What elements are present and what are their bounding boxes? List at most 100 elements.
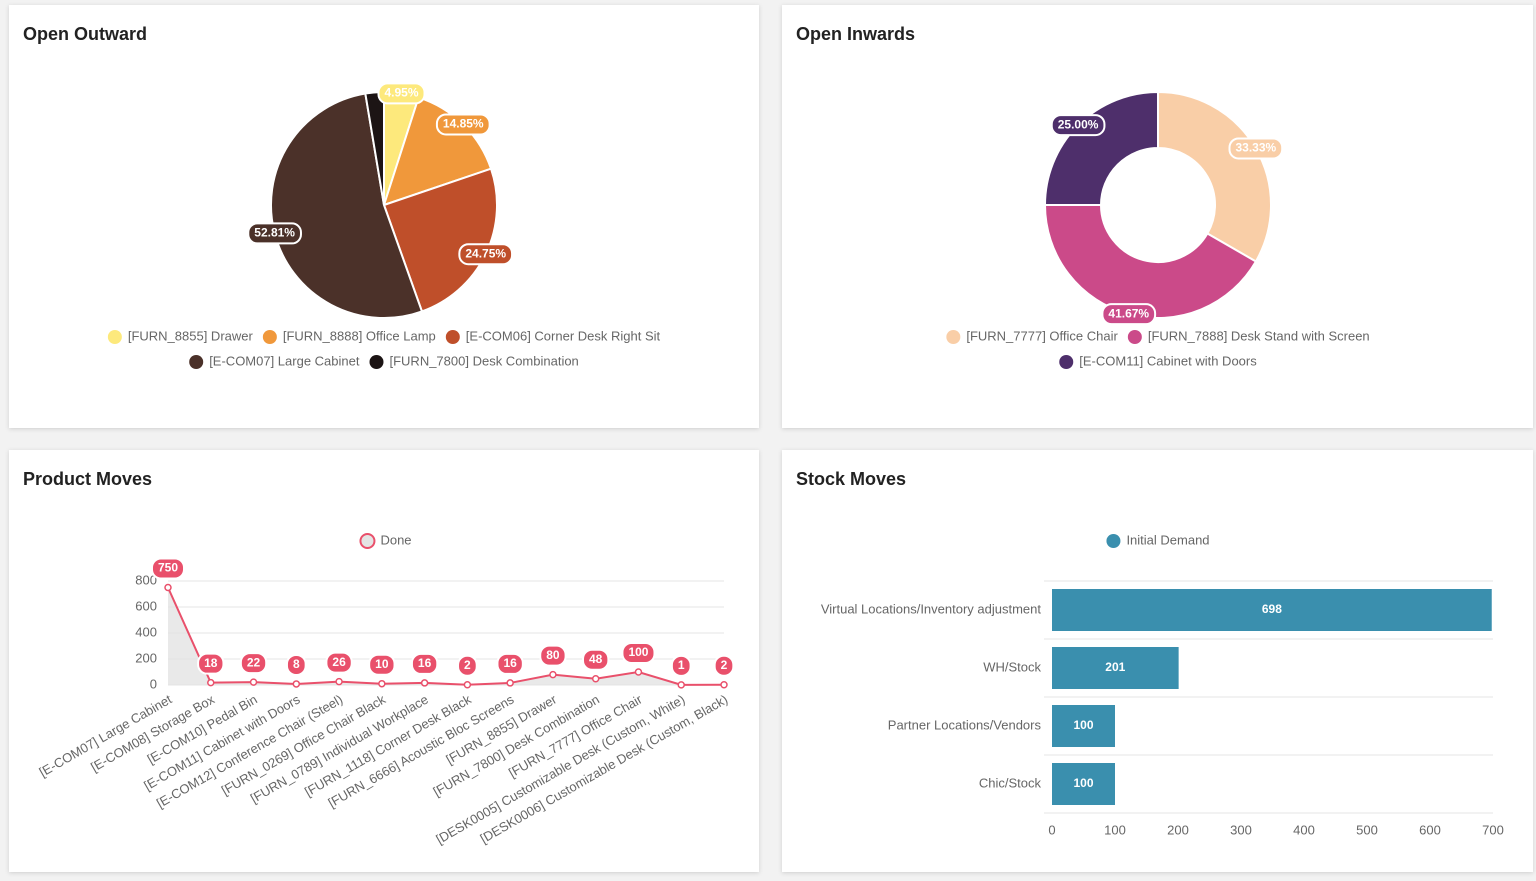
x-tick-label: 200 [1167, 822, 1189, 837]
point [506, 679, 514, 687]
legend-label: [FURN_8888] Office Lamp [283, 328, 436, 343]
y-tick-label: 400 [135, 624, 157, 639]
x-tick-label: 700 [1482, 822, 1504, 837]
y-tick-label: WH/Stock [983, 659, 1041, 674]
chart-title: Stock Moves [796, 469, 906, 489]
data-label: 52.81% [254, 226, 295, 240]
legend-marker [1127, 330, 1142, 344]
data-label: 4.95% [384, 86, 418, 100]
chart-title: Product Moves [23, 469, 152, 489]
data-label-bg [247, 222, 302, 245]
x-tick-label: 100 [1104, 822, 1126, 837]
legend-marker [107, 330, 122, 344]
data-label-bg [457, 654, 478, 677]
legend-label: Initial Demand [1126, 532, 1209, 547]
slice [1043, 90, 1159, 206]
y-tick-label: 200 [135, 650, 157, 665]
y-tick-label: Partner Locations/Vendors [888, 717, 1042, 732]
legend-marker [946, 330, 961, 344]
legend-label: [FURN_7800] Desk Combination [389, 353, 578, 368]
data-label: 14.85% [443, 117, 484, 131]
data-label-bg [713, 654, 735, 677]
data-label: 33.33% [1236, 141, 1277, 155]
point [677, 681, 685, 689]
y-tick-label: 800 [135, 572, 157, 587]
bar [1052, 589, 1492, 631]
data-label: 25.00% [1058, 117, 1099, 131]
data-label: 80 [546, 648, 560, 662]
data-label-bg [496, 652, 524, 675]
card [782, 5, 1533, 428]
point [463, 680, 472, 689]
data-label: 100 [628, 645, 648, 659]
legend-label: [E-COM06] Corner Desk Right Sit [466, 328, 661, 343]
bar [1052, 763, 1115, 805]
slice [1157, 90, 1272, 263]
data-label: 10 [375, 657, 389, 671]
data-label-bg [582, 648, 610, 671]
data-label-bg [150, 557, 186, 580]
legend-marker [1059, 355, 1074, 369]
data-label: 100 [1073, 718, 1093, 732]
chart-title: Open Outward [23, 24, 147, 44]
data-label: 24.75% [465, 246, 506, 260]
data-label-bg [670, 654, 692, 677]
x-tick-label: 300 [1230, 822, 1252, 837]
data-label-bg [285, 653, 307, 676]
data-label: 2 [721, 658, 728, 672]
x-tick-label: 0 [1048, 822, 1055, 837]
data-label-bg [1101, 303, 1157, 326]
point [720, 680, 728, 689]
x-tick-label: 500 [1356, 822, 1378, 837]
data-label-bg [539, 644, 567, 667]
data-label: 750 [158, 561, 178, 575]
data-label: 8 [293, 657, 300, 671]
data-label: 16 [503, 656, 517, 670]
data-label: 698 [1262, 602, 1282, 616]
legend-marker [359, 533, 376, 549]
point [164, 583, 172, 592]
data-label-bg [377, 82, 426, 105]
data-label: 48 [589, 652, 603, 666]
legend-marker [445, 330, 460, 344]
data-label-bg [458, 243, 514, 266]
legend-marker [369, 355, 384, 369]
data-label: 16 [418, 656, 432, 670]
point [634, 668, 643, 676]
data-label-bg [239, 652, 268, 675]
legend-marker [262, 330, 277, 344]
legend-label: [E-COM11] Cabinet with Doors [1079, 353, 1257, 368]
point [292, 680, 301, 688]
legend-marker [189, 355, 204, 369]
data-label-bg [1050, 114, 1106, 137]
data-label-bg [325, 651, 353, 674]
data-label: 1 [678, 658, 685, 672]
y-tick-label: Virtual Locations/Inventory adjustment [821, 601, 1042, 616]
legend-marker [1106, 534, 1121, 548]
data-label-bg [197, 652, 225, 675]
point [378, 679, 386, 688]
point [207, 678, 215, 687]
data-label: 100 [1073, 776, 1093, 790]
data-label-bg [1228, 137, 1284, 160]
data-label-bg [621, 642, 656, 664]
data-label-bg [435, 113, 491, 136]
legend-label: [FURN_7777] Office Chair [966, 328, 1118, 343]
x-tick-label: 400 [1293, 822, 1315, 837]
data-label-bg [368, 653, 396, 676]
data-label: 18 [204, 656, 218, 670]
x-tick-label: 600 [1419, 822, 1441, 837]
y-tick-label: Chic/Stock [979, 775, 1042, 790]
legend-label: [E-COM07] Large Cabinet [209, 353, 360, 368]
bar [1052, 647, 1179, 689]
y-tick-label: 600 [135, 598, 157, 613]
data-label-bg [410, 652, 439, 675]
chart-title: Open Inwards [796, 24, 915, 44]
point [249, 678, 258, 686]
legend-label: Done [380, 532, 411, 547]
line [167, 587, 725, 686]
slice [1043, 204, 1258, 319]
data-label: 22 [247, 655, 261, 669]
legend-label: [FURN_8855] Drawer [128, 328, 254, 343]
